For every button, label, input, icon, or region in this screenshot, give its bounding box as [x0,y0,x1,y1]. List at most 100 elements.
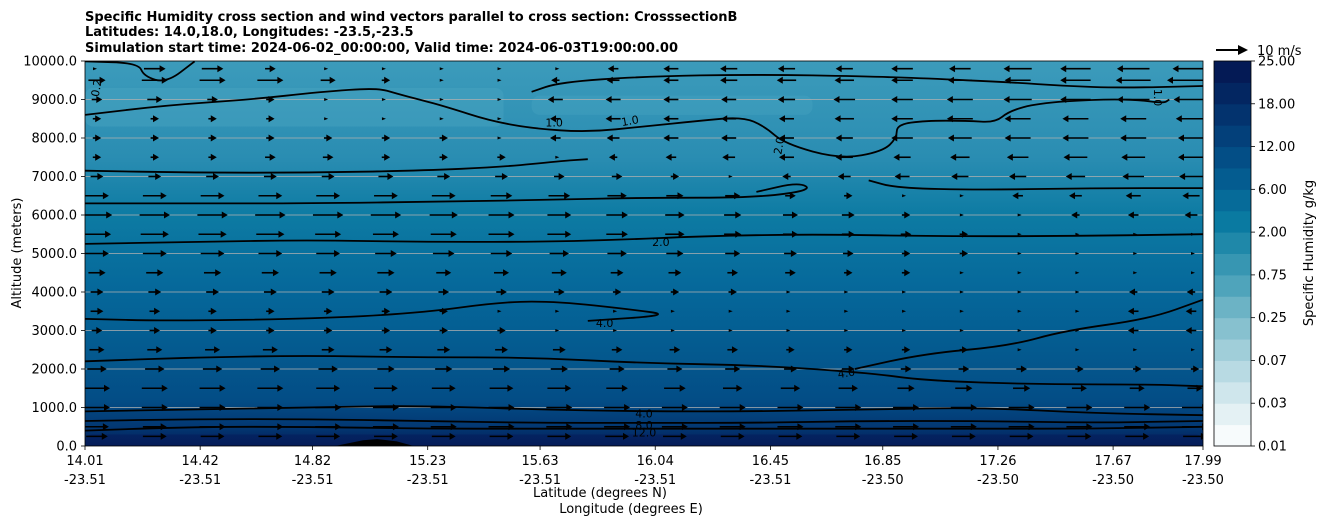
y-tick-label: 0.0 [56,440,77,455]
wind-vector-head [891,134,898,142]
wind-vector-head [104,384,110,392]
wind-vector [834,115,854,123]
colorbar-segment [1214,296,1251,319]
wind-vector-head [846,269,853,277]
wind-vector [1009,173,1027,180]
wind-vector [430,230,457,238]
wind-vector-head [1129,288,1136,296]
wind-vector [258,192,283,200]
wind-vector [492,365,511,373]
wind-vector-head [384,153,391,161]
wind-vector-head [507,432,514,440]
colorbar-segment [1214,189,1251,212]
wind-vector [203,269,222,277]
wind-vector-head [441,327,448,334]
wind-vector [1133,252,1138,255]
wind-vector-head [386,346,393,354]
wind-vector-head [735,230,742,238]
wind-vector-head [721,96,728,103]
wind-vector [370,211,402,219]
wind-vector-head [1138,384,1145,392]
terrain [85,439,1203,446]
wind-vector [728,329,733,332]
wind-vector [488,211,515,219]
contour-line-8.0 [85,418,1203,424]
wind-vector-head [624,404,631,411]
wind-vector-head [160,432,167,440]
wind-vector-head [155,288,162,296]
wind-vector [266,307,275,315]
wind-vector-head [102,250,109,257]
wind-vector [546,423,573,431]
wind-vector [725,250,741,257]
wind-vector [902,290,907,294]
wind-vector-head [154,327,161,334]
wind-vector [838,384,858,392]
wind-vector [91,327,103,334]
wind-vector-head [154,307,161,315]
wind-vector-head [444,173,451,180]
wind-vector-head [330,269,337,277]
wind-vector-head [949,65,956,73]
wind-vector-head [606,76,613,84]
wind-vector [372,404,399,411]
wind-vector-head [500,288,507,296]
wind-vector-head [1060,76,1067,84]
wind-vector [554,288,565,296]
wind-vector [488,404,515,411]
wind-vector [430,423,457,431]
wind-vector-head [905,230,912,238]
wind-vector-head [506,192,513,200]
wind-vector [1075,365,1084,373]
wind-vector [902,329,907,332]
wind-vector-head [1185,307,1192,315]
wind-vector [85,192,109,200]
wind-vector [92,153,102,161]
wind-vector [319,269,337,277]
wind-vector-head [891,65,898,73]
wind-vector [145,365,165,373]
wind-vector-head [220,230,227,238]
wind-vector-head [966,384,973,392]
wind-vector [1008,423,1035,431]
wind-vector [1167,76,1203,84]
wind-vector-head [328,173,335,180]
wind-vector-head [1004,76,1011,84]
wind-vector [901,211,911,219]
wind-vector [778,432,803,440]
wind-vector-head [1063,153,1070,161]
wind-vector-head [1193,365,1200,373]
wind-vector [1183,432,1203,440]
wind-vector [670,173,680,180]
wind-vector-head [395,211,402,219]
wind-vector [666,192,684,200]
wind-vector [946,115,973,123]
wind-vector [786,290,791,294]
wind-vector [1003,65,1032,73]
wind-vector [321,288,335,296]
wind-vector-head [720,76,727,84]
chart-title: Specific Humidity cross section and wind… [85,10,737,56]
plot-area: 0.21.0 1.02.01.02.04.04.04.08.012.0 [84,60,1204,447]
wind-vector-head [946,115,953,123]
colorbar-segment [1214,125,1251,148]
wind-vector [208,327,217,334]
wind-vector-head [1178,153,1184,161]
wind-vector [1116,96,1150,103]
wind-vector-head [277,423,284,431]
wind-vector [959,271,964,275]
wind-vector [719,423,746,431]
wind-vector [667,365,683,373]
wind-vector-head [384,76,391,84]
wind-vector [722,384,743,392]
wind-vector [141,76,168,84]
contour-label: 4.0 [596,317,614,330]
wind-scale-key: 10 m/s [1216,44,1302,59]
wind-vector [844,346,853,354]
x-tick-label-lon: -23.50 [862,473,904,488]
wind-vector [670,309,675,313]
wind-vector-head [778,115,785,123]
wind-vector-head [738,432,745,440]
wind-vector [951,173,969,180]
wind-vector-head [913,423,920,431]
